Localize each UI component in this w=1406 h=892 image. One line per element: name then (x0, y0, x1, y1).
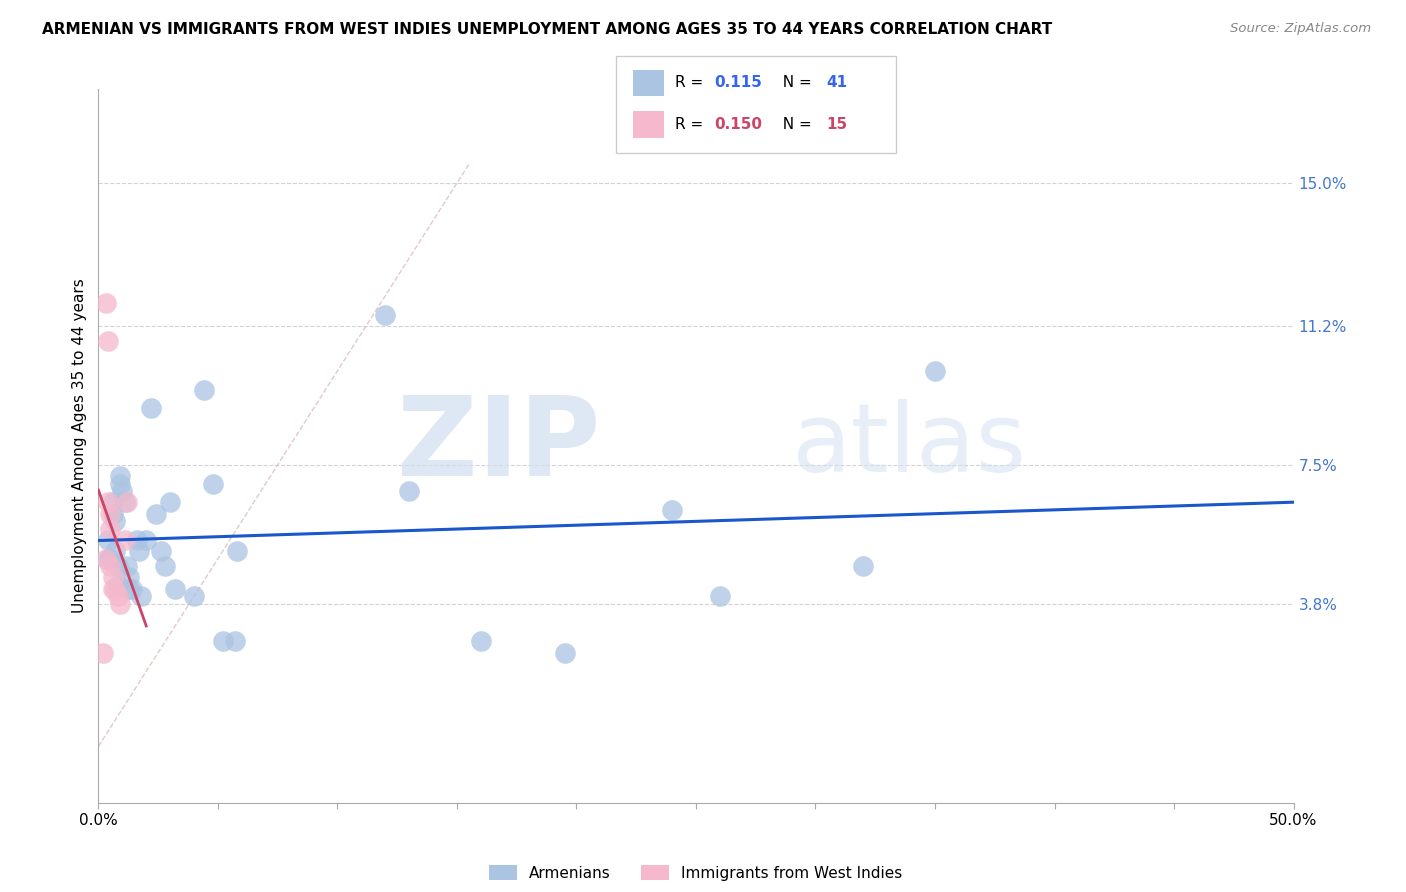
Point (101, 507, 124, 521)
Point (159, 495, 181, 509)
Point (125, 533, 148, 547)
Y-axis label: Unemployment Among Ages 35 to 44 years: Unemployment Among Ages 35 to 44 years (72, 278, 87, 614)
Point (554, 646, 576, 660)
Point (118, 582, 141, 596)
Point (98, 522, 122, 536)
Point (211, 634, 233, 648)
Point (107, 578, 129, 592)
Point (104, 544, 127, 558)
Point (374, 308, 396, 322)
Text: R =: R = (675, 76, 709, 90)
Point (98, 551, 122, 566)
Text: 0.150: 0.150 (714, 118, 762, 132)
Point (224, 634, 246, 648)
Point (145, 507, 167, 521)
Point (98, 559, 122, 574)
Point (128, 544, 150, 558)
Text: 0.115: 0.115 (714, 76, 762, 90)
Point (104, 514, 127, 528)
Point (108, 597, 131, 611)
Point (115, 559, 138, 574)
Text: ZIP: ZIP (396, 392, 600, 500)
Point (114, 495, 136, 509)
Point (924, 364, 946, 378)
Point (107, 589, 129, 603)
Point (155, 559, 177, 574)
Text: 15: 15 (827, 118, 848, 132)
Point (115, 495, 138, 509)
Point (149, 544, 172, 558)
Point (98, 507, 122, 521)
Point (97, 495, 120, 509)
Point (114, 533, 136, 547)
Point (131, 589, 153, 603)
Point (470, 634, 492, 648)
Point (108, 476, 131, 491)
Point (135, 533, 157, 547)
Point (661, 503, 683, 517)
Text: N =: N = (773, 76, 817, 90)
Legend: Armenians, Immigrants from West Indies: Armenians, Immigrants from West Indies (489, 865, 903, 880)
Point (852, 559, 875, 574)
Point (97, 334, 120, 348)
Point (101, 495, 124, 509)
Point (97, 533, 120, 547)
Point (121, 582, 143, 596)
Point (94, 296, 117, 310)
Point (709, 589, 731, 603)
Point (107, 559, 129, 574)
Point (111, 484, 134, 499)
Text: 41: 41 (827, 76, 848, 90)
Point (108, 469, 131, 483)
Text: R =: R = (675, 118, 709, 132)
Point (183, 589, 205, 603)
Point (202, 476, 225, 491)
Point (118, 570, 141, 584)
Point (139, 401, 162, 416)
Text: atlas: atlas (792, 400, 1026, 492)
Point (193, 383, 215, 397)
Point (226, 544, 249, 558)
Point (163, 582, 186, 596)
Point (101, 582, 124, 596)
Point (398, 484, 420, 499)
Text: ARMENIAN VS IMMIGRANTS FROM WEST INDIES UNEMPLOYMENT AMONG AGES 35 TO 44 YEARS C: ARMENIAN VS IMMIGRANTS FROM WEST INDIES … (42, 22, 1053, 37)
Point (104, 582, 127, 596)
Text: N =: N = (773, 118, 817, 132)
Point (101, 570, 124, 584)
Point (91, 646, 114, 660)
Point (94, 551, 117, 566)
Point (97, 551, 120, 566)
Text: Source: ZipAtlas.com: Source: ZipAtlas.com (1230, 22, 1371, 36)
